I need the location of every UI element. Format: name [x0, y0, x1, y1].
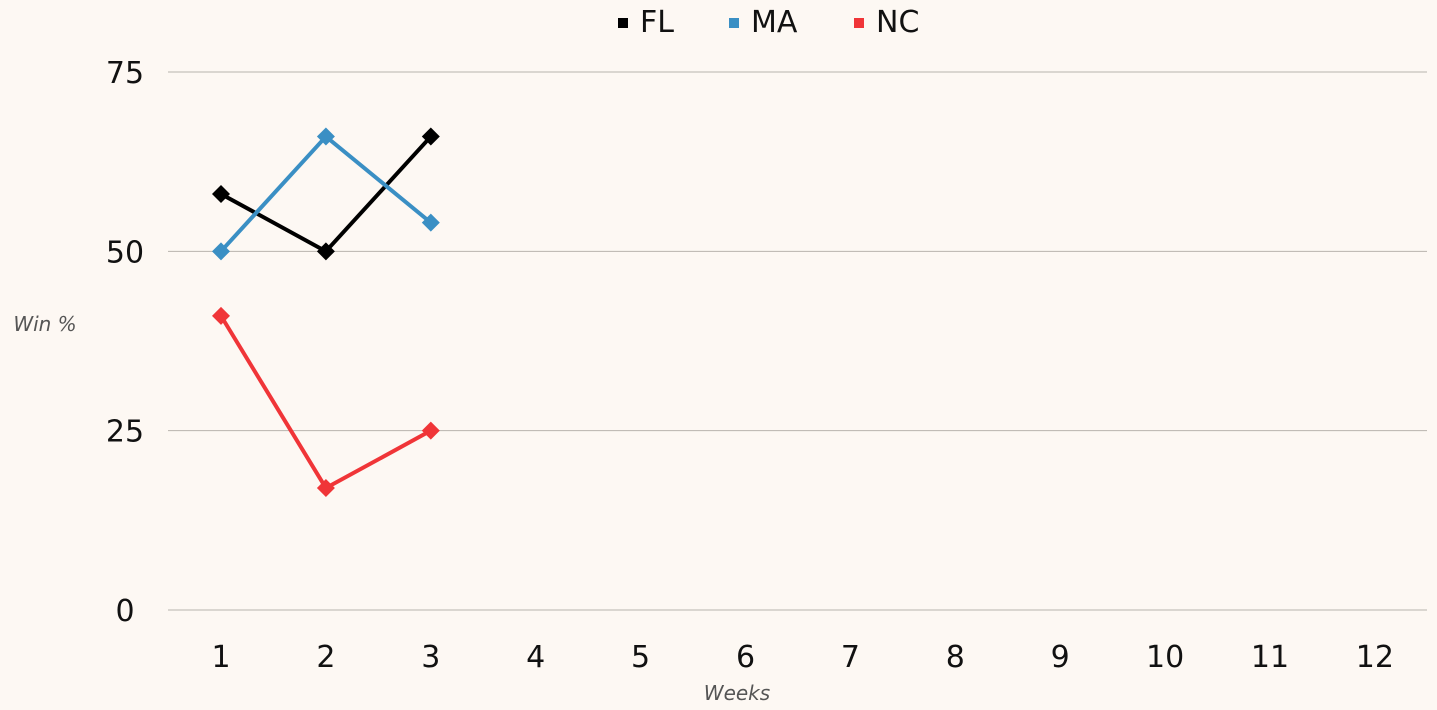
x-tick-label: 5 [631, 640, 650, 675]
data-point-ma-week-1 [212, 242, 230, 261]
legend-item-nc: NC [854, 5, 919, 40]
data-point-nc-week-2 [316, 479, 335, 498]
x-tick-label: 9 [1051, 640, 1070, 675]
data-point-fl-week-3 [421, 127, 440, 146]
x-tick-label: 2 [316, 640, 335, 675]
legend-label: NC [876, 5, 919, 40]
y-tick-label: 75 [106, 56, 144, 91]
data-point-fl-week-1 [212, 184, 230, 203]
series-line-ma [219, 134, 433, 253]
x-tick-label: 4 [526, 640, 545, 675]
x-tick-label: 3 [421, 640, 440, 675]
legend-item-fl: FL [618, 5, 674, 40]
x-tick-label: 11 [1251, 640, 1289, 675]
series-line-fl [220, 135, 433, 254]
legend-swatch [729, 18, 739, 28]
y-axis-title: Win % [13, 312, 76, 336]
y-axis-ticks: 0 25 50 75 [106, 56, 144, 629]
x-tick-label: 6 [736, 640, 755, 675]
legend-label: FL [640, 5, 674, 40]
y-tick-label: 0 [115, 594, 134, 629]
legend-swatch [618, 18, 628, 28]
data-point-nc-week-3 [421, 421, 440, 440]
series-lines [212, 127, 440, 498]
legend-label: MA [751, 5, 798, 40]
x-tick-label: 7 [841, 640, 860, 675]
data-point-ma-week-3 [421, 213, 440, 232]
y-tick-label: 25 [106, 415, 144, 450]
series-fl [212, 127, 440, 261]
series-nc [212, 306, 440, 498]
x-axis-title: Weeks [704, 681, 770, 705]
legend-item-ma: MA [729, 5, 798, 40]
x-tick-label: 8 [946, 640, 965, 675]
gridlines [168, 71, 1427, 611]
data-point-nc-week-1 [212, 306, 230, 325]
x-tick-label: 12 [1356, 640, 1394, 675]
series-ma [212, 127, 440, 261]
data-point-fl-week-2 [316, 242, 335, 261]
legend-swatch [854, 18, 864, 28]
y-tick-label: 50 [106, 235, 144, 270]
x-tick-label: 10 [1146, 640, 1184, 675]
data-point-ma-week-2 [316, 127, 335, 146]
x-tick-label: 1 [211, 640, 230, 675]
legend: FL MA NC [618, 5, 919, 40]
series-line-nc [219, 314, 432, 491]
x-axis-ticks: 1 2 3 4 5 6 7 8 9 10 11 12 [211, 640, 1394, 675]
